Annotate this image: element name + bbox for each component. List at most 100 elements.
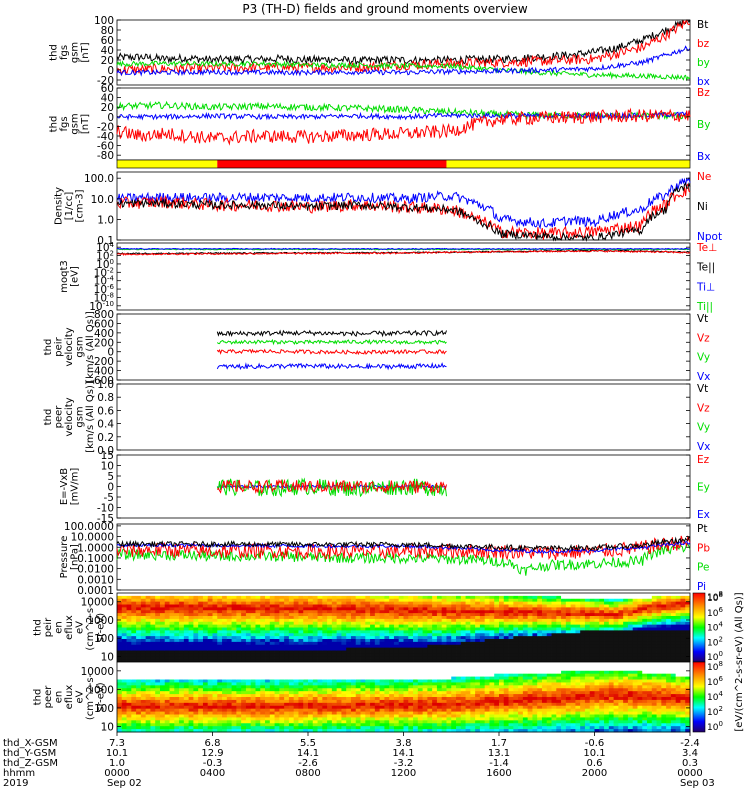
heatmap-cell — [456, 717, 462, 721]
heatmap-cell — [117, 729, 123, 733]
heatmap-cell — [174, 679, 180, 683]
heatmap-cell — [623, 610, 629, 614]
heatmap-cell — [241, 616, 247, 620]
heatmap-cell — [666, 607, 672, 611]
heatmap-cell — [260, 630, 266, 634]
heatmap-cell — [427, 659, 433, 663]
heatmap-cell — [159, 685, 166, 689]
heatmap-cell — [145, 697, 151, 701]
heatmap-cell — [341, 714, 347, 718]
heatmap-cell — [651, 636, 657, 640]
heatmap-cell — [613, 656, 619, 660]
heatmap-cell — [632, 630, 638, 634]
heatmap-cell — [245, 613, 252, 617]
heatmap-cell — [575, 627, 581, 631]
y-tick-label: -5 — [104, 492, 114, 504]
heatmap-cell — [169, 702, 175, 707]
heatmap-cell — [174, 644, 180, 649]
heatmap-cell — [494, 598, 500, 603]
heatmap-cell — [260, 726, 266, 730]
heatmap-cell — [355, 708, 361, 712]
heatmap-cell — [398, 659, 404, 663]
heatmap-cell — [279, 636, 285, 640]
heatmap-cell — [494, 613, 500, 617]
heatmap-cell — [470, 699, 476, 704]
heatmap-cell — [456, 613, 462, 617]
heatmap-cell — [207, 691, 213, 695]
heatmap-cell — [250, 662, 256, 666]
heatmap-cell — [565, 601, 572, 605]
heatmap-cell — [279, 714, 285, 718]
heatmap-cell — [465, 610, 471, 614]
heatmap-cell — [260, 691, 266, 695]
heatmap-cell — [618, 630, 624, 634]
heatmap-cell — [451, 662, 457, 666]
heatmap-cell — [627, 618, 634, 623]
heatmap-cell — [379, 717, 385, 721]
heatmap-cell — [336, 717, 342, 721]
heatmap-cell — [193, 593, 199, 597]
heatmap-cell — [441, 726, 447, 730]
heatmap-cell — [226, 705, 232, 710]
heatmap-cell — [126, 593, 132, 597]
heatmap-cell — [503, 607, 509, 611]
heatmap-cell — [618, 601, 624, 605]
heatmap-cell — [131, 667, 137, 672]
heatmap-cell — [670, 639, 677, 643]
heatmap-cell — [159, 662, 166, 666]
heatmap-cell — [360, 726, 366, 730]
heatmap-cell — [499, 630, 505, 634]
heatmap-cell — [126, 636, 132, 640]
heatmap-cell — [174, 682, 180, 686]
heatmap-cell — [446, 720, 452, 724]
heatmap-cell — [174, 697, 180, 701]
heatmap-cell — [451, 691, 457, 695]
heatmap-cell — [460, 694, 466, 698]
heatmap-cell — [413, 607, 419, 611]
heatmap-cell — [408, 670, 414, 675]
heatmap-cell — [226, 595, 232, 600]
heatmap-cell — [179, 679, 185, 683]
heatmap-cell — [604, 636, 610, 640]
heatmap-cell — [312, 644, 318, 649]
heatmap-cell — [350, 679, 357, 683]
heatmap-cell — [632, 627, 638, 631]
heatmap-cell — [308, 720, 314, 724]
heatmap-cell — [642, 639, 648, 643]
heatmap-cell — [637, 624, 643, 628]
heatmap-cell — [117, 688, 123, 692]
heatmap-cell — [475, 650, 481, 654]
heatmap-cell — [274, 624, 280, 628]
heatmap-cell — [346, 621, 352, 626]
heatmap-cell — [384, 682, 390, 686]
heatmap-cell — [265, 662, 271, 666]
heatmap-cell — [241, 653, 247, 657]
heatmap-cell — [226, 624, 232, 628]
heatmap-cell — [183, 676, 190, 680]
heatmap-cell — [188, 618, 194, 623]
heatmap-cell — [117, 618, 123, 623]
heatmap-cell — [470, 697, 476, 701]
heatmap-cell — [680, 639, 686, 643]
heatmap-cell — [331, 662, 338, 666]
heatmap-cell — [599, 650, 605, 654]
heatmap-cell — [370, 717, 376, 721]
heatmap-cell — [436, 708, 443, 712]
heatmap-cell — [527, 598, 533, 603]
heatmap-cell — [222, 664, 228, 669]
heatmap-cell — [265, 595, 271, 600]
heatmap-cell — [441, 691, 447, 695]
heatmap-cell — [245, 621, 252, 626]
heatmap-cell — [265, 624, 271, 628]
heatmap-cell — [121, 650, 127, 654]
heatmap-cell — [365, 601, 371, 605]
heatmap-cell — [279, 604, 285, 608]
heatmap-cell — [245, 705, 252, 710]
heatmap-cell — [155, 714, 161, 718]
heatmap-cell — [312, 691, 318, 695]
heatmap-cell — [255, 705, 261, 710]
heatmap-cell — [618, 650, 624, 654]
heatmap-cell — [451, 676, 457, 680]
heatmap-cell — [604, 616, 610, 620]
heatmap-cell — [451, 627, 457, 631]
